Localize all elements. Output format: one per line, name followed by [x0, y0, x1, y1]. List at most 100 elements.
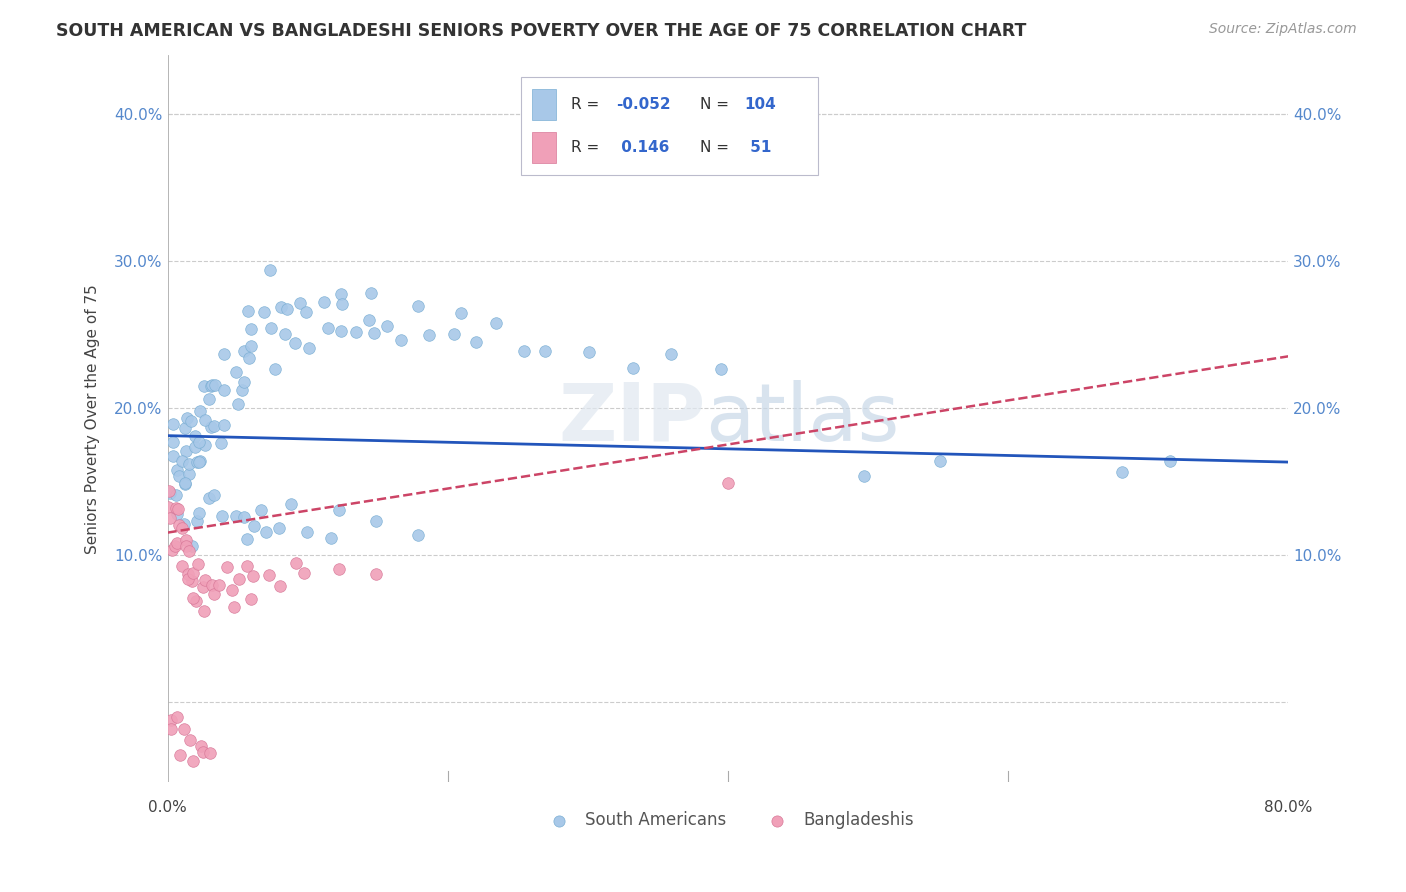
Point	[197, 491, 219, 505]
Text: R =: R =	[571, 97, 605, 112]
Point	[270, 300, 292, 314]
Point	[162, 543, 184, 558]
Point	[198, 392, 221, 406]
Point	[180, 414, 202, 428]
Point	[228, 572, 250, 586]
Point	[359, 313, 381, 327]
Text: SOUTH AMERICAN VS BANGLADESHI SENIORS POVERTY OVER THE AGE OF 75 CORRELATION CHA: SOUTH AMERICAN VS BANGLADESHI SENIORS PO…	[56, 22, 1026, 40]
Point	[159, 485, 181, 500]
Point	[174, 477, 197, 491]
Point	[211, 508, 233, 523]
Point	[231, 383, 253, 397]
Point	[157, 484, 180, 499]
Point	[284, 336, 307, 351]
Point	[194, 573, 217, 587]
Point	[201, 578, 224, 592]
Point	[330, 287, 353, 301]
Point	[186, 455, 208, 469]
Point	[253, 305, 276, 319]
Point	[174, 444, 197, 458]
Point	[160, 713, 183, 727]
Point	[166, 463, 188, 477]
Point	[162, 449, 184, 463]
Point	[165, 488, 187, 502]
Point	[204, 378, 226, 392]
Point	[214, 417, 236, 432]
Point	[578, 345, 600, 359]
Point	[208, 577, 231, 591]
Point	[225, 365, 247, 379]
Point	[179, 544, 201, 558]
Point	[274, 326, 297, 341]
Point	[225, 509, 247, 524]
Point	[1159, 453, 1181, 467]
Point	[259, 263, 281, 277]
Point	[254, 524, 277, 539]
Point	[190, 739, 212, 753]
Point	[167, 469, 190, 483]
Point	[167, 501, 190, 516]
Text: N =: N =	[700, 140, 734, 155]
Point	[295, 305, 318, 319]
Point	[177, 566, 200, 581]
Point	[188, 435, 211, 450]
Point	[240, 338, 263, 352]
Point	[170, 454, 193, 468]
Text: 80.0%: 80.0%	[1264, 800, 1313, 815]
Point	[232, 375, 254, 389]
Point	[174, 533, 197, 547]
Point	[181, 539, 204, 553]
Point	[366, 514, 388, 528]
Point	[165, 539, 187, 553]
Point	[174, 476, 197, 491]
Text: ZIP: ZIP	[558, 380, 706, 458]
Point	[360, 286, 382, 301]
Point	[280, 497, 302, 511]
Point	[928, 453, 950, 467]
FancyBboxPatch shape	[531, 132, 557, 163]
Point	[166, 710, 188, 724]
Point	[242, 569, 264, 583]
Point	[166, 536, 188, 550]
Point	[375, 318, 398, 333]
Point	[364, 567, 387, 582]
Point	[659, 347, 682, 361]
Point	[174, 421, 197, 435]
Point	[173, 517, 195, 532]
Point	[194, 438, 217, 452]
Point	[408, 299, 430, 313]
Point	[312, 294, 335, 309]
Point	[212, 384, 235, 398]
Point	[257, 568, 280, 582]
Point	[269, 580, 291, 594]
Text: Source: ZipAtlas.com: Source: ZipAtlas.com	[1209, 22, 1357, 37]
Point	[222, 599, 245, 614]
Point	[1111, 465, 1133, 479]
Text: 51: 51	[745, 140, 770, 155]
Point	[297, 524, 319, 539]
Point	[621, 361, 644, 376]
Point	[363, 326, 385, 340]
Text: 104: 104	[745, 97, 776, 112]
Point	[284, 557, 307, 571]
Text: R =: R =	[571, 140, 605, 155]
Point	[212, 347, 235, 361]
Point	[187, 455, 209, 469]
Y-axis label: Seniors Poverty Over the Age of 75: Seniors Poverty Over the Age of 75	[86, 284, 100, 554]
Point	[174, 540, 197, 554]
Point	[215, 559, 238, 574]
Point	[172, 558, 194, 573]
Point	[159, 722, 181, 736]
Point	[485, 316, 508, 330]
Point	[202, 488, 225, 502]
Point	[200, 379, 222, 393]
Point	[191, 745, 214, 759]
Point	[238, 304, 260, 318]
FancyBboxPatch shape	[520, 77, 818, 175]
Point	[176, 411, 198, 425]
Point	[177, 457, 200, 471]
Point	[853, 469, 876, 483]
Point	[288, 296, 311, 310]
Point	[194, 412, 217, 426]
Point	[179, 733, 201, 747]
